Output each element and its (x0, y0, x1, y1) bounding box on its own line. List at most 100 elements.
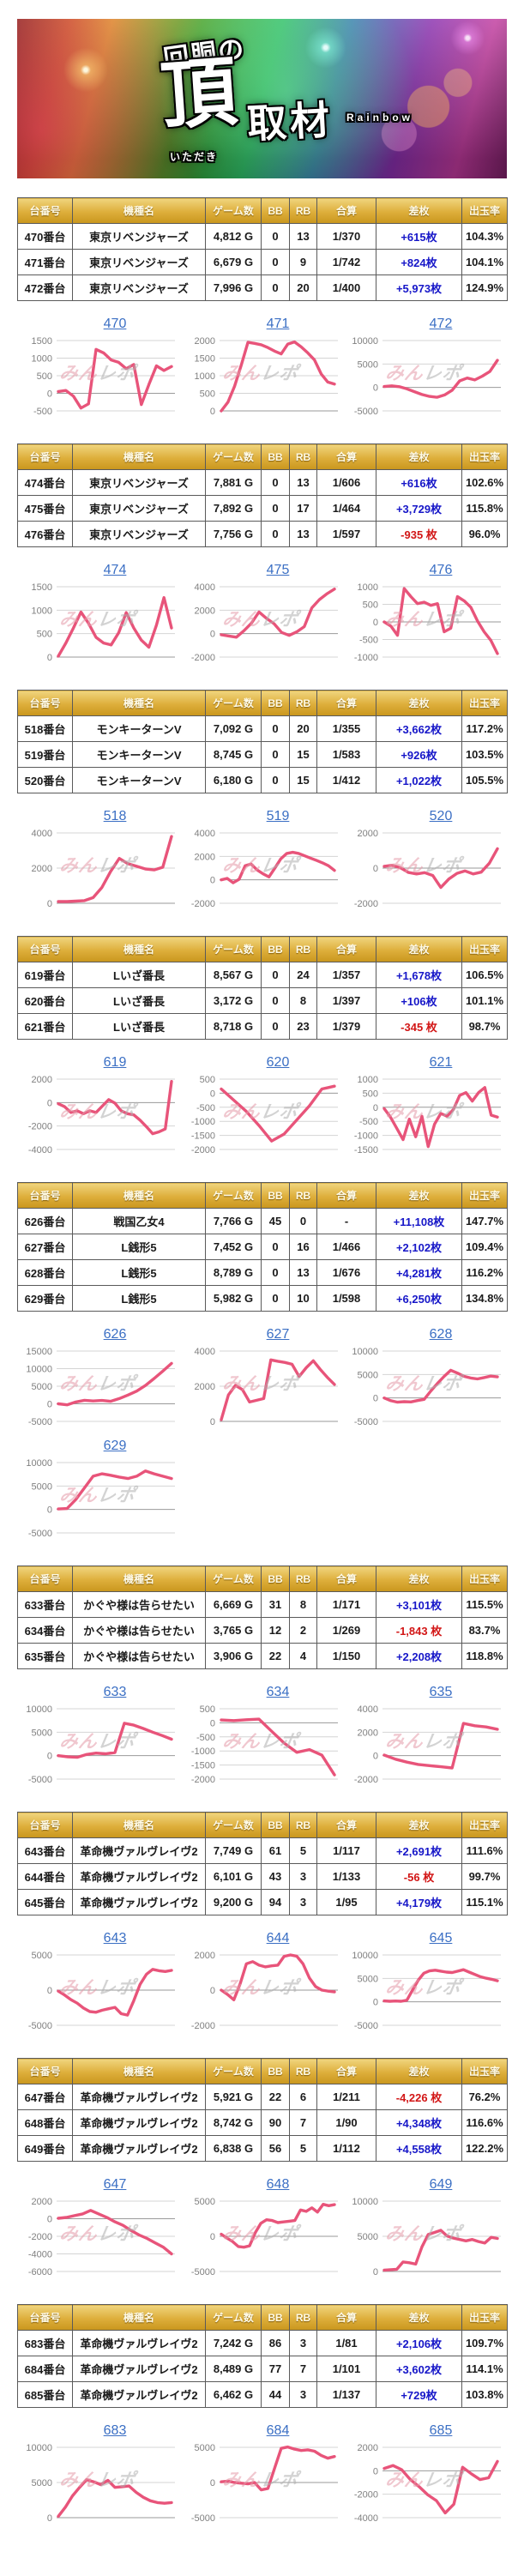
machine-number-link[interactable]: 621 (429, 1055, 453, 1070)
machine-number-cell: 519番台 (17, 741, 73, 768)
rb-cell: 4 (289, 1643, 317, 1669)
y-axis-tick-label: 0 (210, 1417, 215, 1427)
y-axis-tick-label: -4000 (28, 1145, 52, 1155)
machine-number-link[interactable]: 627 (266, 1327, 290, 1342)
column-header: 差枚 (376, 2058, 462, 2084)
y-axis-tick-label: -2000 (354, 2490, 378, 2501)
column-header: 合算 (316, 1566, 376, 1592)
slump-graph-canvas: 4000 2000 0 -2000 (191, 829, 338, 908)
machine-number-link[interactable]: 620 (266, 1055, 290, 1070)
table-header-row: 台番号 機種名 ゲーム数 BB RB 合算 差枚 出玉率 (17, 2058, 508, 2084)
slump-graph-canvas: 4000 2000 0 (195, 1347, 338, 1427)
machine-number-link[interactable]: 628 (429, 1327, 453, 1342)
machine-number-link[interactable]: 645 (429, 1931, 453, 1946)
diff-medals-cell: +106枚 (376, 987, 462, 1014)
machine-number-cell: 684番台 (17, 2356, 73, 2382)
machine-number-link[interactable]: 471 (266, 317, 290, 331)
graph-row: 619 2000 0 -2000 -4000 みんレポ 620 500 0 -500 -1000 -1… (17, 1052, 507, 1163)
combined-rate-cell: 1/171 (316, 1591, 376, 1618)
bb-cell: 0 (261, 1013, 290, 1040)
rb-cell: 13 (289, 521, 317, 547)
slump-graph-canvas: 10000 5000 0 -5000 (352, 1951, 501, 2030)
machine-number-link[interactable]: 683 (103, 2423, 127, 2438)
y-axis-tick-label: -5000 (28, 1529, 52, 1538)
y-axis-tick-label: 2000 (358, 829, 378, 839)
column-header: 出玉率 (461, 2304, 508, 2331)
machine-number-link[interactable]: 629 (103, 1439, 127, 1453)
slump-graph-plot-area: 2000 0 -2000 -4000 -6000 みんレポ (17, 2194, 180, 2277)
y-axis-tick-label: 4000 (32, 829, 52, 839)
combined-rate-cell: 1/597 (316, 521, 376, 547)
machine-number-link[interactable]: 476 (429, 563, 453, 577)
bb-cell: 0 (261, 1259, 290, 1286)
machine-number-cell: 472番台 (17, 274, 73, 301)
column-header: RB (289, 1566, 317, 1592)
machine-number-link[interactable]: 633 (103, 1685, 127, 1699)
column-header: RB (289, 2058, 317, 2084)
y-axis-tick-label: 10000 (26, 1365, 52, 1375)
slump-line-series (382, 587, 499, 655)
machine-number-link[interactable]: 648 (266, 2177, 290, 2192)
machine-number-link[interactable]: 643 (103, 1931, 127, 1946)
payout-rate-cell: 83.7% (461, 1617, 508, 1644)
table-header-row: 台番号 機種名 ゲーム数 BB RB 合算 差枚 出玉率 (17, 443, 508, 470)
y-axis-tick-label: 5000 (32, 1951, 52, 1961)
table-row: 634番台 かぐや様は告らせたい 3,765 G 12 2 1/269 -1,843 枚 83… (17, 1617, 508, 1644)
y-axis-tick-label: 0 (373, 1752, 378, 1762)
machine-number-link[interactable]: 470 (103, 317, 127, 331)
machine-number-link[interactable]: 519 (266, 809, 290, 823)
payout-rate-cell: 96.0% (461, 521, 508, 547)
y-axis-tick-label: 2000 (358, 1728, 378, 1738)
machine-number-link[interactable]: 684 (266, 2423, 290, 2438)
machine-section: 台番号 機種名 ゲーム数 BB RB 合算 差枚 出玉率 647番台 革命機ヴァルヴレイヴ2 5,9… (17, 2058, 508, 2285)
machine-number-link[interactable]: 475 (266, 563, 290, 577)
machine-number-cell: 627番台 (17, 1234, 73, 1260)
games-cell: 7,892 G (205, 495, 262, 522)
machine-number-link[interactable]: 634 (266, 1685, 290, 1699)
slump-graph-plot-area: 10000 5000 0 みんレポ (343, 2194, 506, 2277)
machine-number-link[interactable]: 474 (103, 563, 127, 577)
y-axis-tick-label: 0 (210, 1986, 215, 1996)
table-row: 475番台 東京リベンジャーズ 7,892 G 0 17 1/464 +3,729枚 115.… (17, 495, 508, 522)
y-axis-tick-label: 0 (47, 653, 52, 662)
banner-title-furigana: いただき (170, 151, 219, 163)
machine-number-link[interactable]: 520 (429, 809, 453, 823)
machine-number-link[interactable]: 472 (429, 317, 453, 331)
slump-graph-canvas: 2000 0 -2000 (354, 829, 501, 908)
y-axis-tick-label: 0 (47, 1752, 52, 1762)
machine-number-link[interactable]: 626 (103, 1327, 127, 1342)
machine-number-link[interactable]: 635 (429, 1685, 453, 1699)
slump-graph: 519 4000 2000 0 -2000 みんレポ (180, 805, 343, 908)
y-axis-tick-label: 5000 (358, 1370, 378, 1380)
machine-number-link[interactable]: 649 (429, 2177, 453, 2192)
y-axis-tick-label: -5000 (28, 1775, 52, 1784)
games-cell: 8,745 G (205, 741, 262, 768)
machine-number-link[interactable]: 518 (103, 809, 127, 823)
slump-line-series (220, 1358, 336, 1421)
bb-cell: 77 (261, 2356, 290, 2382)
machine-number-link[interactable]: 619 (103, 1055, 127, 1070)
machine-number-link[interactable]: 647 (103, 2177, 127, 2192)
machine-number-link[interactable]: 644 (266, 1931, 290, 1946)
slump-graph-canvas: 2000 0 -2000 -4000 -6000 (28, 2197, 175, 2277)
column-header: 差枚 (376, 197, 462, 224)
y-axis-tick-label: 5000 (358, 359, 378, 370)
table-row: 635番台 かぐや様は告らせたい 3,906 G 22 4 1/150 +2,208枚 118… (17, 1643, 508, 1669)
y-axis-tick-label: 1000 (32, 606, 52, 616)
rb-cell: 9 (289, 249, 317, 275)
machine-name-cell: 東京リベンジャーズ (72, 223, 206, 250)
diff-medals-cell: +2,208枚 (376, 1643, 462, 1669)
y-axis-tick-label: -1500 (191, 1761, 215, 1771)
rb-cell: 13 (289, 223, 317, 250)
column-header: 出玉率 (461, 1812, 508, 1838)
column-header: BB (261, 2304, 290, 2331)
y-axis-tick-label: 500 (363, 600, 378, 611)
column-header: 機種名 (72, 1566, 206, 1592)
y-axis-tick-label: 5000 (32, 1728, 52, 1738)
machine-number-cell: 683番台 (17, 2330, 73, 2356)
banner-title-english: Rainbow (346, 112, 413, 124)
machine-number-link[interactable]: 685 (429, 2423, 453, 2438)
y-axis-tick-label: -1000 (191, 1746, 215, 1757)
banner: 回胴の 頂 いただき 取材 Rainbow (17, 19, 507, 178)
